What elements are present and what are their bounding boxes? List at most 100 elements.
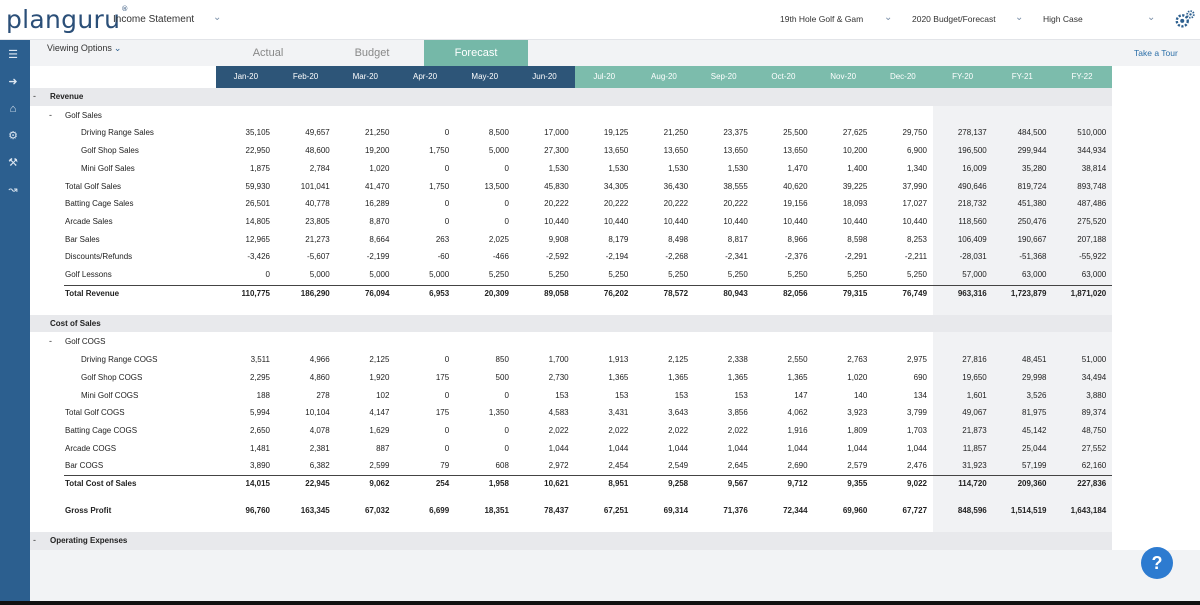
- value-cell[interactable]: 5,250: [608, 270, 629, 279]
- value-cell[interactable]: 29,998: [1022, 373, 1047, 382]
- value-cell[interactable]: 1,629: [369, 426, 390, 435]
- value-cell[interactable]: 76,202: [603, 288, 629, 298]
- value-cell[interactable]: 59,930: [245, 181, 270, 191]
- value-cell[interactable]: 8,951: [608, 479, 629, 488]
- value-cell[interactable]: 1,400: [847, 164, 868, 173]
- value-cell[interactable]: 72,344: [783, 506, 808, 515]
- value-cell[interactable]: 9,908: [548, 234, 569, 244]
- value-cell[interactable]: 12,965: [245, 234, 270, 244]
- home-icon[interactable]: ⌂: [9, 103, 17, 115]
- value-cell[interactable]: 20,222: [544, 199, 569, 208]
- export-icon[interactable]: ➜: [8, 76, 18, 88]
- chevron-down-icon[interactable]: ⌄: [1015, 12, 1024, 23]
- value-cell[interactable]: 3,923: [847, 408, 868, 417]
- value-cell[interactable]: 4,078: [309, 426, 330, 435]
- value-cell[interactable]: -28,031: [959, 252, 987, 261]
- value-cell[interactable]: 175: [435, 373, 450, 382]
- collapse-icon[interactable]: -: [49, 335, 52, 346]
- value-cell[interactable]: 18,093: [842, 199, 868, 208]
- value-cell[interactable]: 78,572: [663, 288, 689, 298]
- value-cell[interactable]: 1,044: [847, 443, 868, 453]
- value-cell[interactable]: 188: [256, 390, 270, 400]
- value-cell[interactable]: 76,749: [902, 288, 928, 298]
- value-cell[interactable]: 76,094: [364, 288, 390, 298]
- value-cell[interactable]: -466: [492, 252, 509, 261]
- chevron-down-icon[interactable]: ⌄: [884, 12, 893, 23]
- value-cell[interactable]: 21,273: [305, 234, 330, 244]
- value-cell[interactable]: 893,748: [1077, 181, 1107, 191]
- value-cell[interactable]: -2,376: [784, 252, 808, 261]
- value-cell[interactable]: 299,944: [1017, 146, 1047, 155]
- value-cell[interactable]: 2,022: [668, 426, 689, 435]
- value-cell[interactable]: -5,607: [307, 252, 330, 261]
- value-cell[interactable]: 102: [376, 390, 390, 400]
- viewing-options-dropdown[interactable]: Viewing Options ⌄: [47, 43, 121, 54]
- value-cell[interactable]: 1,871,020: [1070, 288, 1107, 298]
- value-cell[interactable]: 14,015: [245, 479, 270, 488]
- value-cell[interactable]: 1,470: [787, 164, 808, 173]
- value-cell[interactable]: 5,250: [488, 270, 509, 279]
- value-cell[interactable]: 2,730: [548, 373, 569, 382]
- value-cell[interactable]: 25,044: [1022, 443, 1047, 453]
- value-cell[interactable]: 1,875: [249, 164, 270, 173]
- scroll-area[interactable]: [1112, 66, 1200, 550]
- value-cell[interactable]: 1,044: [608, 443, 629, 453]
- value-cell[interactable]: 45,830: [544, 181, 569, 191]
- value-cell[interactable]: 31,923: [962, 461, 987, 470]
- value-cell[interactable]: 278,137: [957, 128, 987, 137]
- value-cell[interactable]: 2,650: [249, 426, 270, 435]
- value-cell[interactable]: 4,062: [787, 408, 808, 417]
- value-cell[interactable]: 207,188: [1077, 234, 1107, 244]
- value-cell[interactable]: 67,727: [902, 506, 928, 515]
- value-cell[interactable]: 4,583: [548, 408, 569, 417]
- value-cell[interactable]: 3,526: [1026, 390, 1047, 400]
- value-cell[interactable]: 34,305: [603, 181, 629, 191]
- value-cell[interactable]: 79,315: [842, 288, 868, 298]
- value-cell[interactable]: 6,699: [429, 506, 450, 515]
- value-cell[interactable]: -2,199: [366, 252, 390, 261]
- value-cell[interactable]: 1,809: [847, 426, 868, 435]
- value-cell[interactable]: -51,368: [1019, 252, 1047, 261]
- value-cell[interactable]: 487,486: [1077, 199, 1107, 208]
- value-cell[interactable]: 2,784: [309, 164, 330, 173]
- value-cell[interactable]: 1,044: [668, 443, 689, 453]
- value-cell[interactable]: 49,657: [305, 128, 330, 137]
- value-cell[interactable]: 134: [913, 390, 928, 400]
- value-cell[interactable]: 6,382: [309, 461, 330, 470]
- value-cell[interactable]: 153: [555, 390, 569, 400]
- value-cell[interactable]: -55,922: [1079, 252, 1107, 261]
- value-cell[interactable]: 27,816: [962, 355, 987, 364]
- value-cell[interactable]: 2,476: [906, 461, 928, 470]
- value-cell[interactable]: 5,000: [429, 270, 450, 279]
- value-cell[interactable]: 209,360: [1017, 479, 1047, 488]
- menu-icon[interactable]: ☰: [8, 49, 18, 61]
- value-cell[interactable]: 48,600: [305, 146, 330, 155]
- value-cell[interactable]: 1,530: [608, 164, 629, 173]
- tab-actual[interactable]: Actual: [252, 47, 284, 59]
- value-cell[interactable]: 13,650: [723, 146, 748, 155]
- value-cell[interactable]: 1,920: [369, 373, 390, 382]
- value-cell[interactable]: 5,250: [906, 270, 928, 279]
- value-cell[interactable]: 8,179: [608, 234, 629, 244]
- value-cell[interactable]: 20,222: [723, 199, 748, 208]
- value-cell[interactable]: 186,290: [300, 288, 330, 298]
- value-cell[interactable]: 1,750: [429, 146, 450, 155]
- value-cell[interactable]: 0: [504, 164, 509, 173]
- value-cell[interactable]: 510,000: [1077, 128, 1107, 137]
- value-cell[interactable]: 1,481: [249, 443, 270, 453]
- value-cell[interactable]: 275,520: [1077, 217, 1107, 226]
- value-cell[interactable]: 1,913: [608, 355, 629, 364]
- value-cell[interactable]: 14,805: [245, 217, 270, 226]
- value-cell[interactable]: 484,500: [1017, 128, 1047, 137]
- value-cell[interactable]: 110,775: [241, 288, 270, 298]
- value-cell[interactable]: 2,022: [608, 426, 629, 435]
- planguru-logo[interactable]: planguru®: [6, 5, 129, 34]
- value-cell[interactable]: 57,199: [1022, 461, 1047, 470]
- value-cell[interactable]: 13,500: [484, 181, 509, 191]
- value-cell[interactable]: 819,724: [1017, 181, 1047, 191]
- collapse-icon[interactable]: -: [33, 91, 36, 101]
- value-cell[interactable]: 3,511: [250, 355, 270, 364]
- value-cell[interactable]: 1,601: [966, 390, 987, 400]
- value-cell[interactable]: 9,712: [787, 479, 808, 488]
- collapse-icon[interactable]: -: [33, 535, 36, 545]
